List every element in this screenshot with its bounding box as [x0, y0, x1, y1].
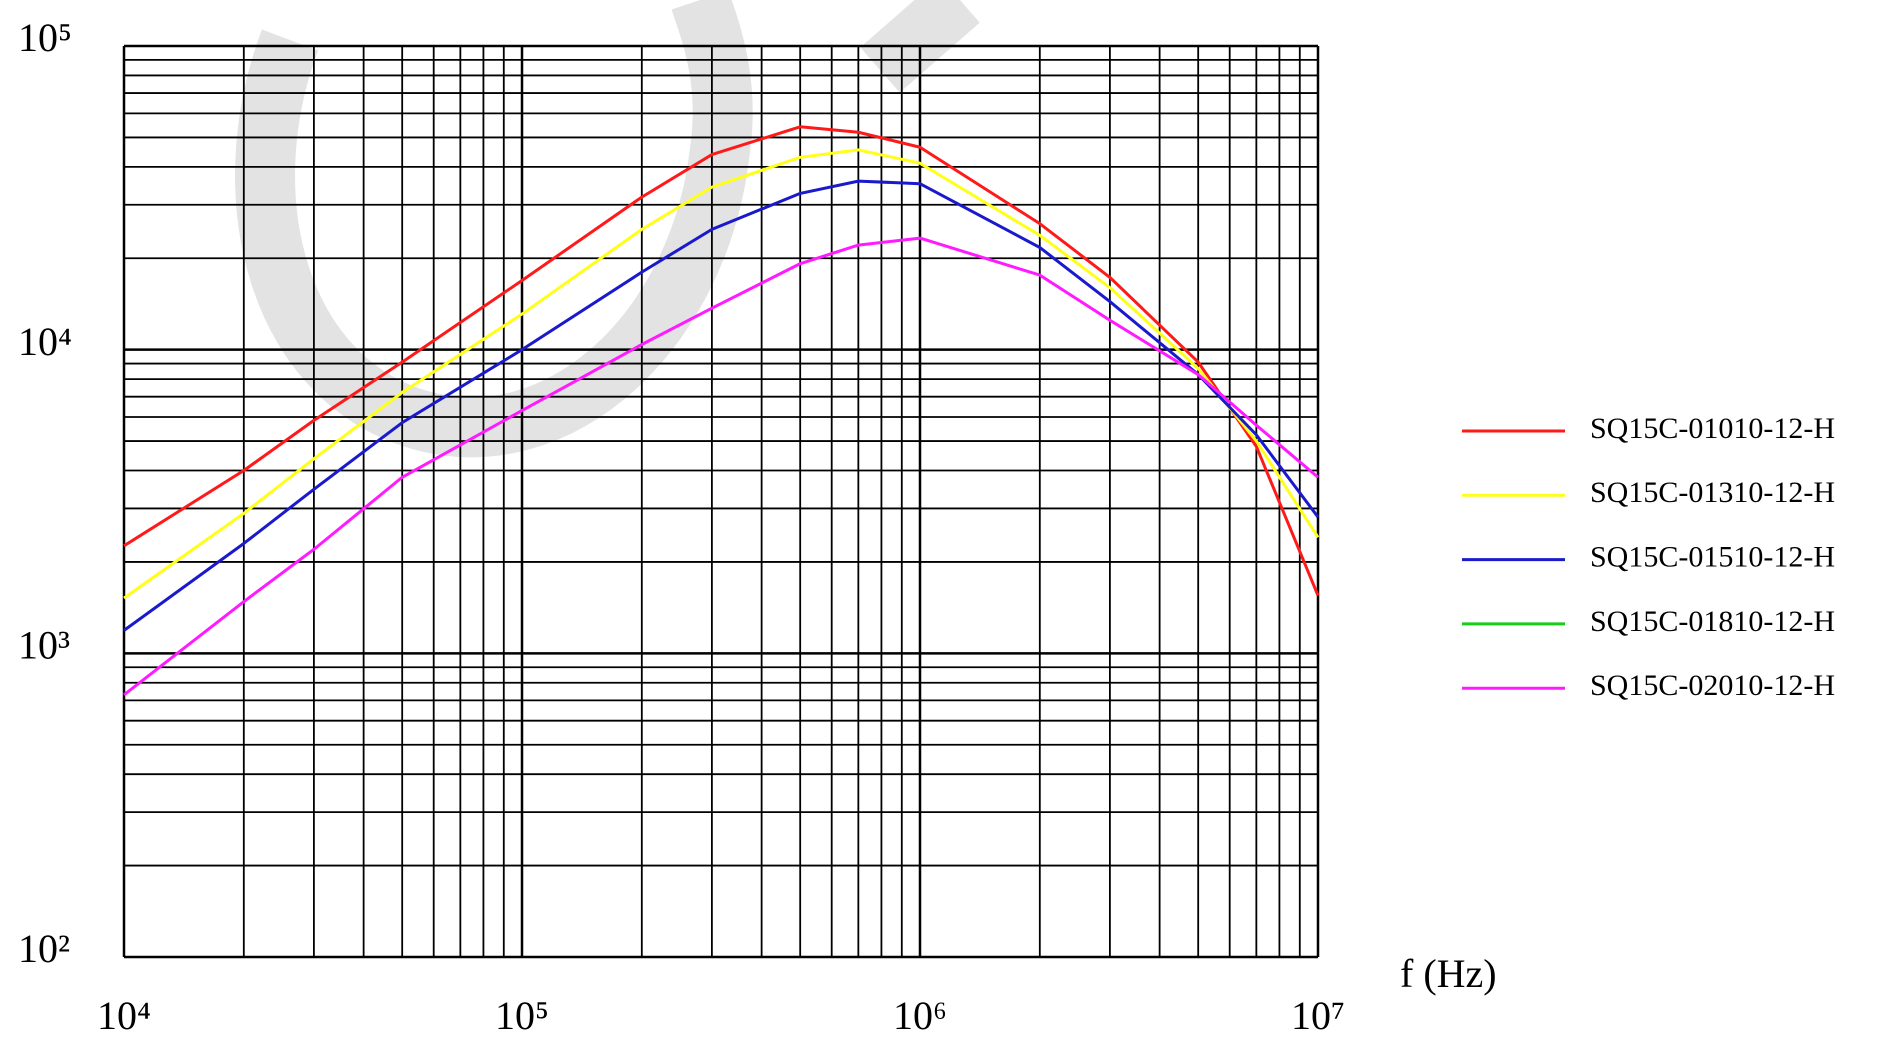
y-tick-label: 10³ [18, 623, 70, 668]
y-tick-label: 10² [18, 926, 70, 971]
series-line [123, 148, 1320, 600]
x-tick-label: 10⁴ [97, 993, 151, 1038]
watermark [235, 0, 980, 458]
watermark-stroke [860, 0, 980, 93]
series-line [123, 236, 1319, 697]
x-tick-label: 10⁶ [893, 993, 947, 1038]
y-tick-label: 10⁵ [18, 15, 72, 60]
x-axis-label: f (Hz) [1400, 951, 1497, 996]
series-line [123, 125, 1320, 597]
y-tick-label: 10⁴ [18, 319, 72, 364]
legend-label: SQ15C-01510-12-H [1590, 540, 1835, 573]
legend-label: SQ15C-02010-12-H [1590, 669, 1835, 702]
series-line [123, 179, 1320, 632]
legend-label: SQ15C-01010-12-H [1590, 412, 1835, 445]
x-tick-label: 10⁷ [1291, 993, 1345, 1038]
legend-label: SQ15C-01810-12-H [1590, 605, 1835, 638]
x-tick-label: 10⁵ [495, 993, 549, 1038]
legend-label: SQ15C-01310-12-H [1590, 476, 1835, 509]
watermark-arc [235, 0, 753, 458]
